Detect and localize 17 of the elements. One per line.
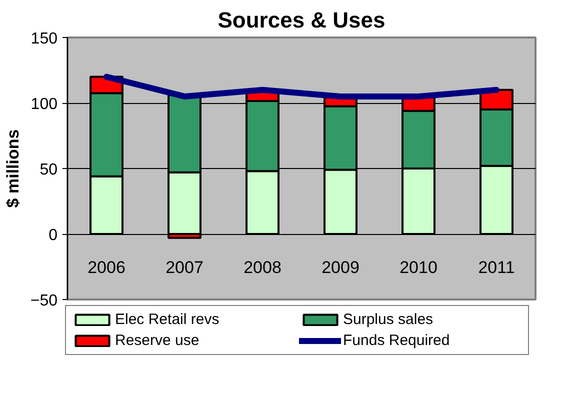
- legend-label: Elec Retail revs: [115, 311, 220, 328]
- x-tick-label: 2010: [400, 258, 438, 277]
- y-axis-title: $ millions: [3, 129, 22, 208]
- x-tick-label: 2009: [322, 258, 360, 277]
- legend-label: Funds Required: [343, 332, 451, 349]
- y-tick-label: 100: [30, 96, 58, 113]
- y-tick-label: 150: [30, 30, 58, 48]
- y-tick-label: −50: [30, 292, 58, 310]
- legend-label: Reserve use: [115, 332, 200, 349]
- y-tick-label: 50: [40, 162, 58, 178]
- y-tick-label: 0: [48, 227, 58, 244]
- x-tick-label: 2011: [478, 258, 515, 277]
- legend-label: Surplus sales: [343, 311, 434, 328]
- x-tick-label: 2008: [244, 258, 282, 277]
- x-tick-label: 2006: [88, 258, 126, 277]
- x-tick-label: 2007: [166, 258, 204, 277]
- chart-title: Sources & Uses: [218, 8, 386, 32]
